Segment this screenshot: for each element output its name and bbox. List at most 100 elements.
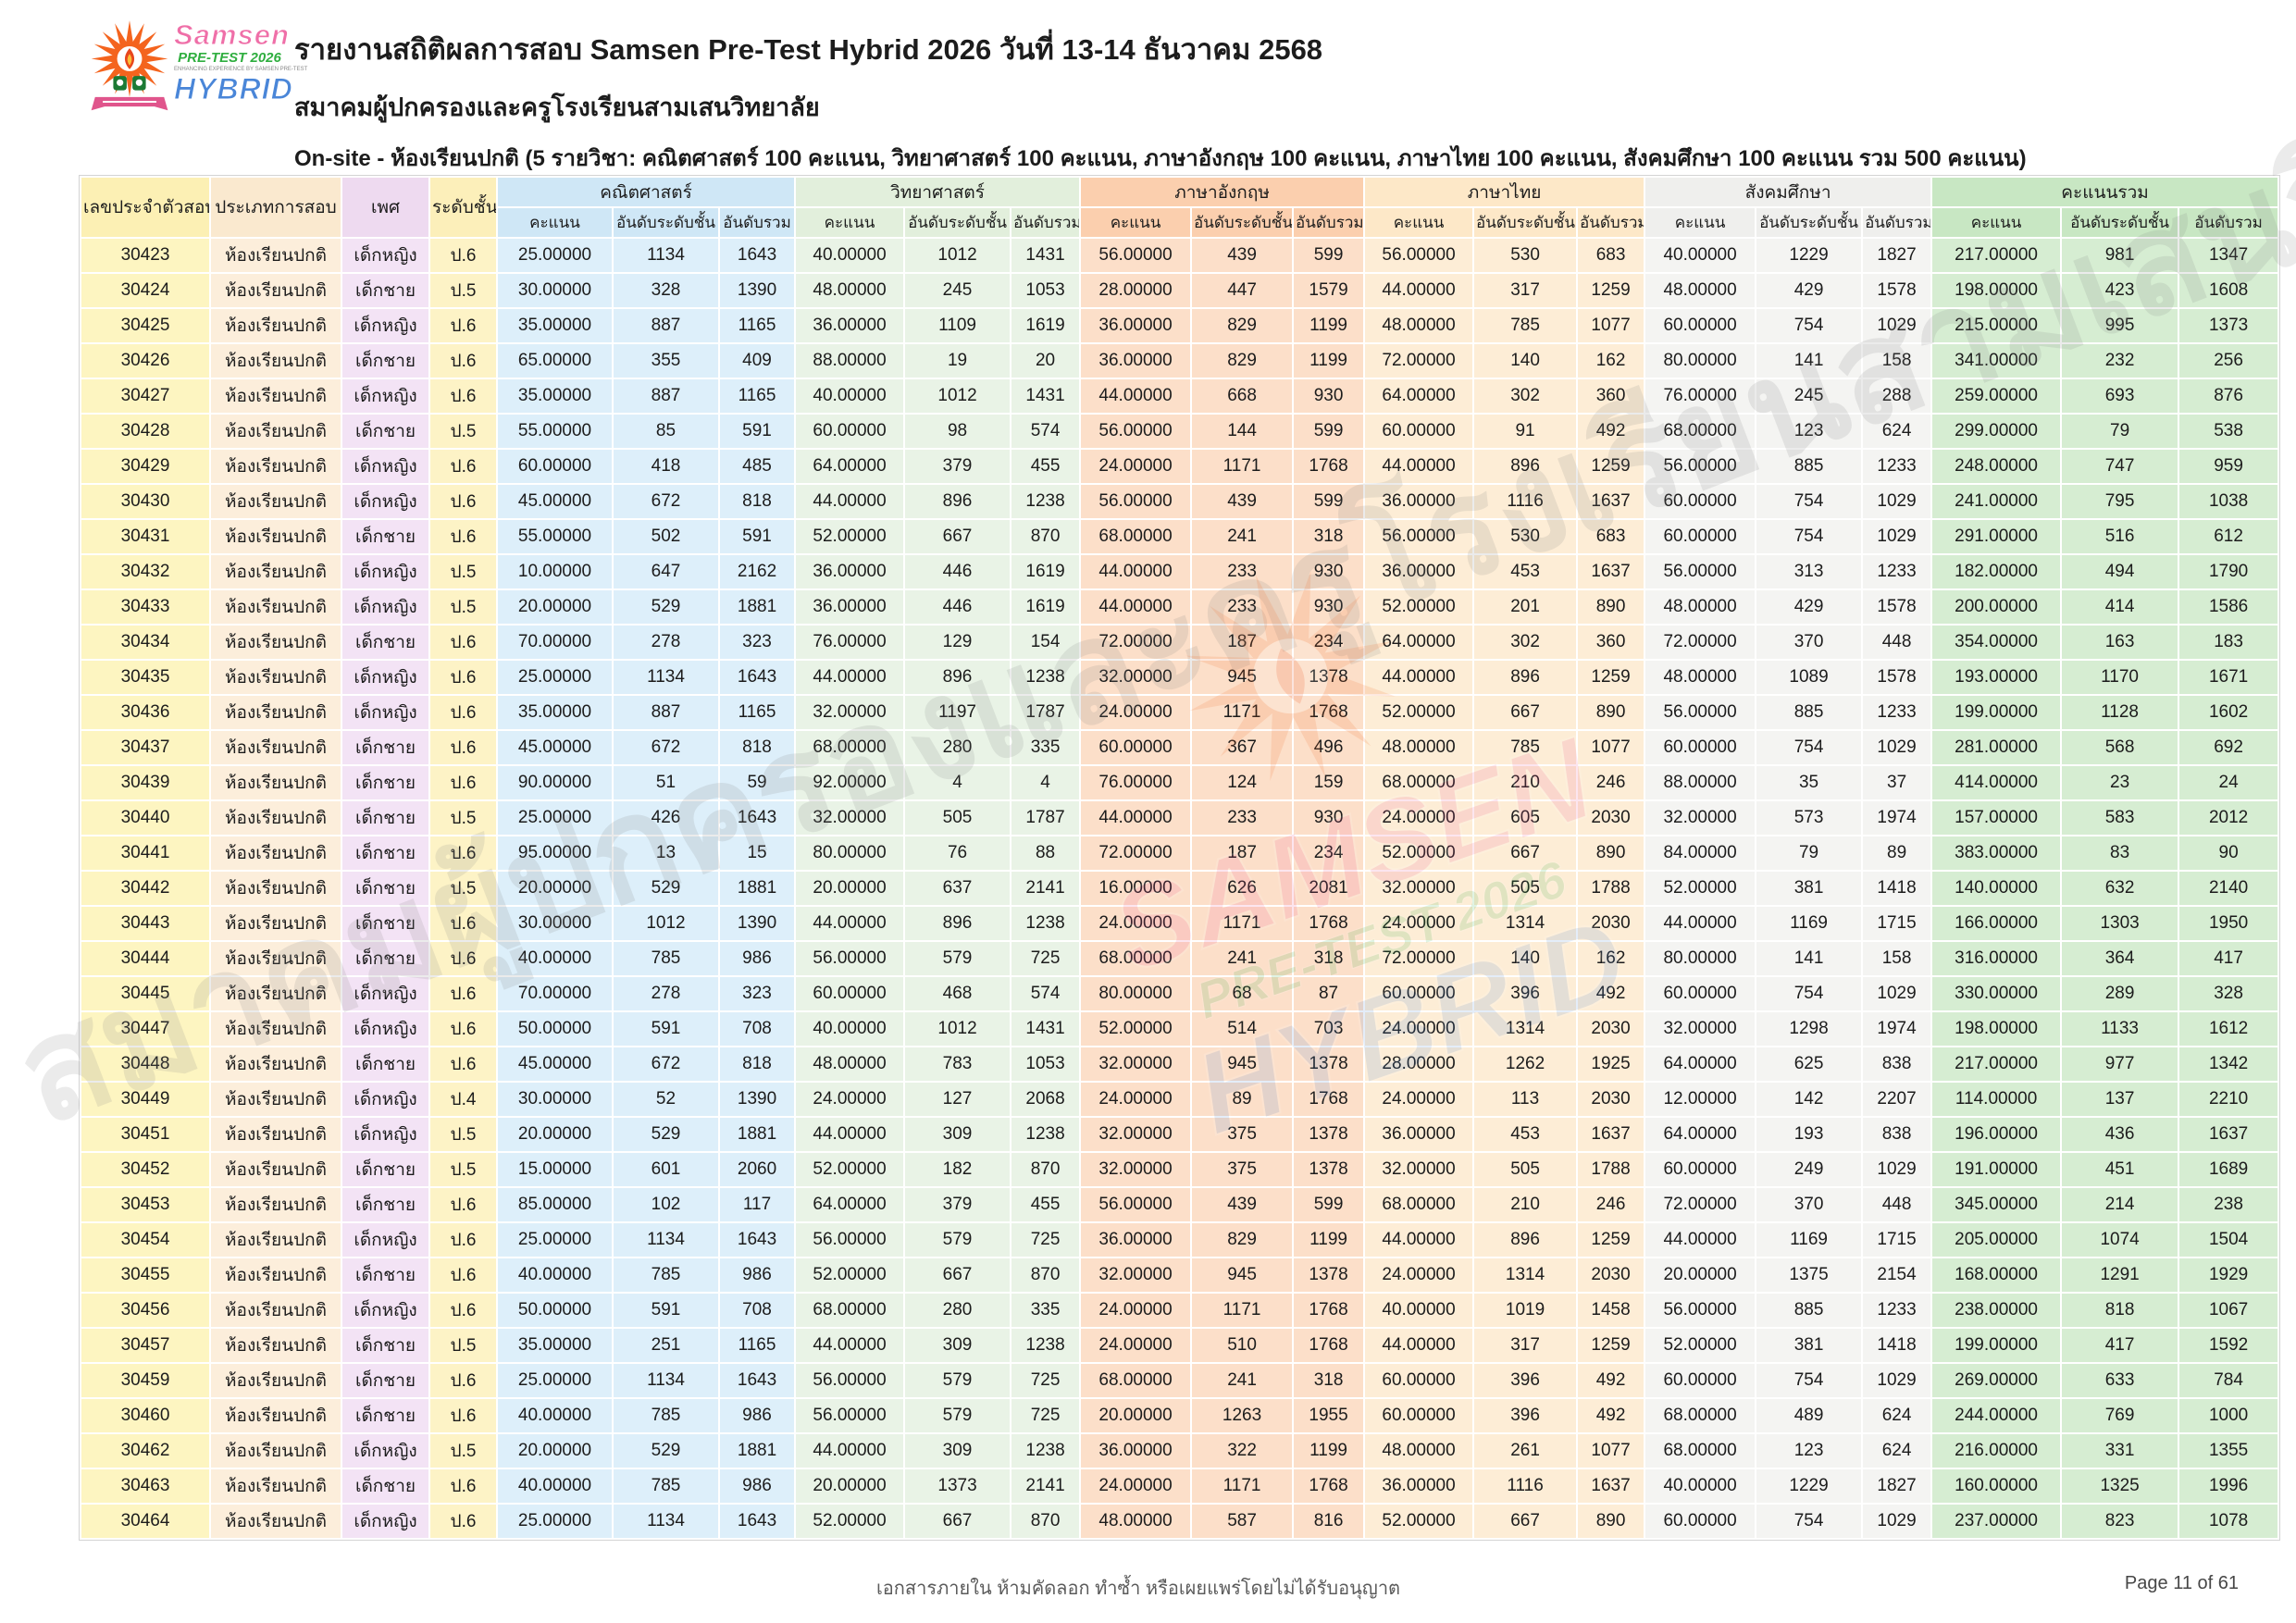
score-cell: 36.00000	[1363, 1116, 1475, 1153]
class-rank-cell: 140	[1472, 940, 1579, 977]
overall-rank-cell: 1578	[1861, 588, 1933, 626]
table-row: 30430 ห้องเรียนปกติ เด็กหญิง ป.6 45.00000 672…	[80, 483, 2280, 520]
grade-cell: ป.6	[428, 1292, 498, 1329]
class-rank-cell: 124	[1190, 764, 1295, 801]
score-cell: 316.00000	[1930, 940, 2063, 977]
overall-rank-cell: 1238	[1010, 905, 1082, 942]
class-rank-cell: 896	[903, 483, 1012, 520]
class-rank-cell: 417	[2060, 1327, 2180, 1364]
class-rank-cell: 829	[1190, 1221, 1295, 1258]
class-rank-cell: 885	[1755, 448, 1864, 485]
overall-rank-cell: 1233	[1861, 553, 1933, 590]
class-rank-cell: 89	[1190, 1081, 1295, 1118]
exam-type-cell: ห้องเรียนปกติ	[209, 588, 342, 626]
sub-column-header: คะแนน	[1930, 206, 2063, 239]
class-rank-cell: 754	[1755, 1362, 1864, 1399]
class-rank-cell: 591	[612, 1010, 720, 1047]
overall-rank-cell: 318	[1292, 1362, 1366, 1399]
sub-column-header: คะแนน	[1363, 206, 1475, 239]
overall-rank-cell: 1373	[2178, 307, 2280, 344]
class-rank-cell: 668	[1190, 378, 1295, 415]
class-rank-cell: 1291	[2060, 1257, 2180, 1294]
score-cell: 237.00000	[1930, 1503, 2063, 1540]
score-cell: 60.00000	[794, 413, 906, 450]
overall-rank-cell: 1199	[1292, 342, 1366, 379]
class-rank-cell: 241	[1190, 1362, 1295, 1399]
class-rank-cell: 278	[612, 975, 720, 1012]
class-rank-cell: 233	[1190, 553, 1295, 590]
overall-rank-cell: 818	[717, 729, 797, 766]
overall-rank-cell: 1950	[2178, 905, 2280, 942]
class-rank-cell: 887	[612, 694, 720, 731]
score-cell: 52.00000	[794, 1151, 906, 1188]
score-cell: 35.00000	[496, 307, 614, 344]
overall-rank-cell: 725	[1010, 1397, 1082, 1434]
overall-rank-cell: 1029	[1861, 1151, 1933, 1188]
class-rank-cell: 591	[612, 1292, 720, 1329]
class-rank-cell: 328	[612, 272, 720, 309]
class-rank-cell: 1325	[2060, 1468, 2180, 1505]
overall-rank-cell: 876	[2178, 378, 2280, 415]
exam-id-cell: 30436	[80, 694, 211, 731]
class-rank-cell: 505	[903, 799, 1012, 836]
class-rank-cell: 945	[1190, 659, 1295, 696]
score-cell: 44.00000	[794, 483, 906, 520]
sub-column-header: อันดับรวม	[717, 206, 797, 239]
overall-rank-cell: 234	[1292, 835, 1366, 872]
class-rank-cell: 693	[2060, 378, 2180, 415]
score-cell: 44.00000	[1079, 378, 1193, 415]
logo-tagline: ENHANCING EXPERIENCE BY SAMSEN PRE-TEST	[174, 67, 308, 72]
table-row: 30455 ห้องเรียนปกติ เด็กชาย ป.6 40.00000 785 9…	[80, 1257, 2280, 1294]
class-rank-cell: 79	[2060, 413, 2180, 450]
overall-rank-cell: 1165	[717, 694, 797, 731]
class-rank-cell: 785	[1472, 307, 1579, 344]
column-header: เพศ	[341, 176, 430, 239]
score-cell: 55.00000	[496, 413, 614, 450]
class-rank-cell: 1262	[1472, 1046, 1579, 1083]
class-rank-cell: 446	[903, 553, 1012, 590]
overall-rank-cell: 2030	[1576, 799, 1646, 836]
class-rank-cell: 446	[903, 588, 1012, 626]
overall-rank-cell: 986	[717, 940, 797, 977]
overall-rank-cell: 1955	[1292, 1397, 1366, 1434]
score-cell: 68.00000	[794, 1292, 906, 1329]
score-cell: 238.00000	[1930, 1292, 2063, 1329]
score-cell: 48.00000	[1363, 1432, 1475, 1469]
class-rank-cell: 418	[612, 448, 720, 485]
overall-rank-cell: 2012	[2178, 799, 2280, 836]
gender-cell: เด็กชาย	[341, 1257, 430, 1294]
overall-rank-cell: 59	[717, 764, 797, 801]
score-cell: 24.00000	[1079, 448, 1193, 485]
score-cell: 56.00000	[1644, 448, 1757, 485]
overall-rank-cell: 1925	[1576, 1046, 1646, 1083]
overall-rank-cell: 492	[1576, 413, 1646, 450]
class-rank-cell: 233	[1190, 799, 1295, 836]
table-row: 30424 ห้องเรียนปกติ เด็กชาย ป.5 30.00000 328 1…	[80, 272, 2280, 309]
subject-group-header: คะแนนรวม	[1930, 176, 2280, 208]
class-rank-cell: 439	[1190, 237, 1295, 274]
score-cell: 168.00000	[1930, 1257, 2063, 1294]
exam-type-cell: ห้องเรียนปกติ	[209, 694, 342, 731]
overall-rank-cell: 1078	[2178, 1503, 2280, 1540]
overall-rank-cell: 455	[1010, 448, 1082, 485]
gender-cell: เด็กชาย	[341, 799, 430, 836]
exam-id-cell: 30440	[80, 799, 211, 836]
class-rank-cell: 1074	[2060, 1221, 2180, 1258]
overall-rank-cell: 1619	[1010, 588, 1082, 626]
gender-cell: เด็กหญิง	[341, 483, 430, 520]
class-rank-cell: 896	[903, 905, 1012, 942]
subject-group-header: คณิตศาสตร์	[495, 176, 797, 208]
class-rank-cell: 530	[1472, 237, 1579, 274]
score-cell: 196.00000	[1930, 1116, 2063, 1153]
confidentiality-note: เอกสารภายใน ห้ามคัดลอก ทำซ้ำ หรือเผยแพร่…	[875, 1579, 1401, 1599]
overall-rank-cell: 1637	[1576, 483, 1646, 520]
class-rank-cell: 396	[1472, 1397, 1579, 1434]
exam-type-cell: ห้องเรียนปกติ	[209, 342, 342, 379]
class-rank-cell: 201	[1472, 588, 1579, 626]
table-row: 30427 ห้องเรียนปกติ เด็กหญิง ป.6 35.00000 887…	[80, 378, 2280, 415]
class-rank-cell: 375	[1190, 1151, 1295, 1188]
overall-rank-cell: 492	[1576, 975, 1646, 1012]
overall-rank-cell: 1643	[717, 1362, 797, 1399]
table-row: 30462 ห้องเรียนปกติ เด็กหญิง ป.5 20.00000 529…	[80, 1432, 2280, 1469]
class-rank-cell: 1314	[1472, 1010, 1579, 1047]
